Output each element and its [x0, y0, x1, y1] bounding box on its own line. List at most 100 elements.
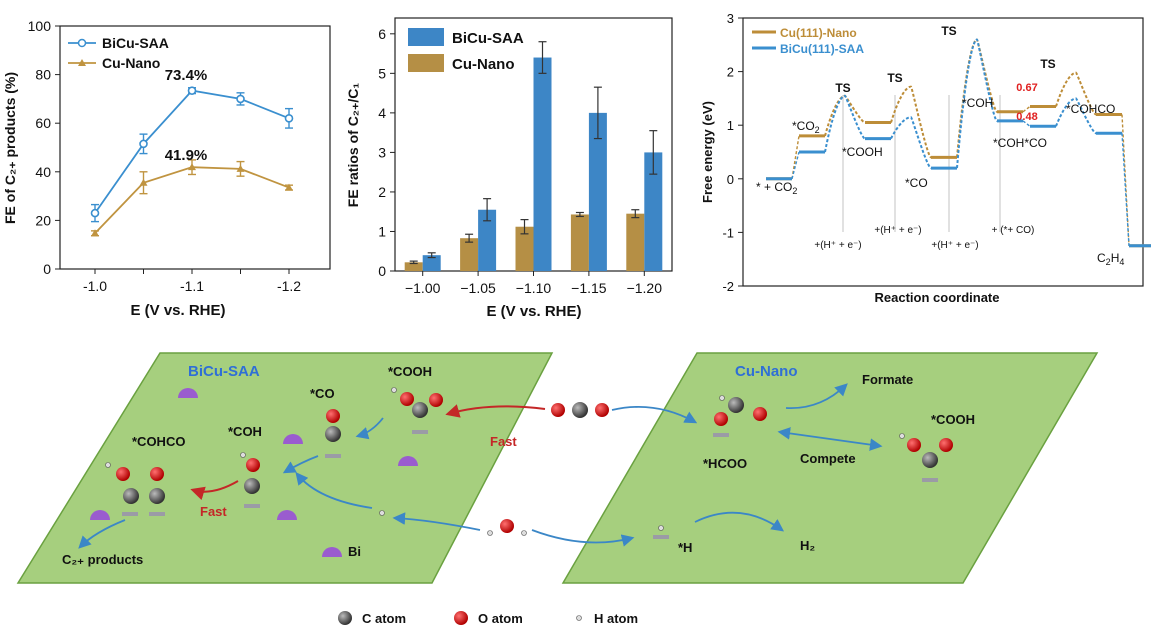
- species-label: *COOH: [842, 145, 883, 159]
- species-label: TS: [941, 24, 956, 38]
- carbon-label: C atom: [362, 611, 406, 626]
- hydrogen-swatch: [576, 615, 582, 621]
- arrow-h-to-coh: [295, 472, 373, 509]
- y-tick-label: 1: [378, 223, 386, 239]
- compete-label: Compete: [800, 451, 856, 466]
- x-tick-label: −1.20: [627, 280, 663, 296]
- y-axis: 0 1 2 3 4 5 6: [378, 26, 395, 279]
- y-tick-label: 40: [35, 164, 51, 180]
- species-label: *CO: [905, 176, 928, 190]
- y-tick-label: 4: [378, 105, 386, 121]
- species-label: C2H4: [1097, 251, 1124, 267]
- bi-label: Bi: [348, 544, 361, 559]
- bicu-title: BiCu-SAA: [188, 363, 260, 380]
- y-tick-label: 3: [727, 11, 734, 26]
- legend-label-cu: Cu-Nano: [102, 55, 160, 71]
- oxygen-label: O atom: [478, 611, 523, 626]
- co-label: *CO: [310, 386, 335, 401]
- cohco-label: *COHCO: [132, 434, 185, 449]
- co-adsorbate: [325, 409, 341, 458]
- y-tick-label: 1: [727, 118, 734, 133]
- bi-atoms: [90, 388, 418, 557]
- y-tick-label: 80: [35, 67, 51, 83]
- bars-group: [404, 41, 663, 271]
- series-group: [90, 86, 294, 237]
- legend-marker-bicu: [77, 38, 87, 48]
- bar: [626, 213, 645, 271]
- x-tick-label: −1.05: [460, 280, 496, 296]
- arrow-co2-right: [611, 405, 698, 424]
- data-point: [188, 163, 196, 171]
- cooh-label-left: *COOH: [388, 364, 432, 379]
- connector: [1121, 133, 1130, 246]
- annotation-max: 73.4%: [165, 67, 208, 84]
- x-tick-label: -1.0: [83, 278, 107, 294]
- plot-frame: [742, 17, 1144, 287]
- hcoo-label: *HCOO: [703, 456, 747, 471]
- arrow-to-products: [78, 519, 126, 549]
- connector: [1022, 120, 1031, 127]
- legend-label-cu: Cu-Nano: [452, 56, 515, 73]
- data-point: [236, 94, 245, 104]
- cohco-adsorbate: [105, 462, 165, 516]
- coh-adsorbate: [240, 452, 260, 508]
- atom-legend: C atom O atom H atom: [338, 611, 638, 626]
- data-point: [139, 139, 148, 149]
- bar: [588, 112, 607, 271]
- energy-profile: [766, 38, 1151, 248]
- mechanism-schematic: BiCu-SAA Cu-Nano Bi *COOH *CO: [16, 352, 1099, 626]
- bicu-surface: [16, 352, 554, 584]
- step-label: +(H⁺ + e⁻): [874, 225, 921, 236]
- carbon-swatch: [338, 611, 352, 625]
- cooh-label-right: *COOH: [931, 412, 975, 427]
- legend-marker-cu: [78, 59, 86, 66]
- cu-surface: [561, 352, 1099, 584]
- y-tick-label: 2: [378, 184, 386, 200]
- y-tick-label: 2: [727, 65, 734, 80]
- formate-label: Formate: [862, 372, 913, 387]
- y-axis-label: FE of C₂₊ products (%): [2, 72, 18, 224]
- h2o-molecule: [487, 519, 527, 536]
- hydrogen-label: H atom: [594, 611, 638, 626]
- fast-label-1: Fast: [490, 434, 517, 449]
- co2-molecule: [551, 402, 609, 418]
- data-point: [285, 183, 293, 191]
- bar: [533, 57, 552, 271]
- y-tick-label: 5: [378, 65, 386, 81]
- species-label: *COH: [962, 96, 993, 110]
- products-label: C₂₊ products: [62, 552, 143, 567]
- step-labels: +(H⁺ + e⁻) +(H⁺ + e⁻) +(H⁺ + e⁻) + (*+ C…: [814, 225, 1034, 251]
- y-tick-label: -2: [722, 279, 734, 294]
- barrier-value-cu: 0.67: [1016, 82, 1037, 94]
- x-axis-label: E (V vs. RHE): [486, 303, 581, 320]
- species-label: * + CO2: [756, 180, 797, 196]
- data-point: [187, 86, 197, 95]
- data-point: [139, 178, 148, 186]
- y-axis: 0 20 40 60 80 100: [28, 18, 60, 277]
- y-tick-label: 6: [378, 26, 386, 42]
- legend-swatch-bicu: [408, 28, 444, 46]
- species-label: *COH*CO: [993, 136, 1047, 150]
- fe-line-chart: 0 20 40 60 80 100 -1.0 -1.1 -1.2 FE of C₂₊ prod…: [2, 18, 331, 319]
- series-line: [94, 166, 290, 234]
- bar: [422, 255, 441, 271]
- data-point: [91, 229, 99, 237]
- y-tick-label: 20: [35, 212, 51, 228]
- x-tick-label: −1.15: [571, 280, 607, 296]
- y-axis: -2 -1 0 1 2 3: [722, 11, 743, 294]
- ts-curve: [890, 85, 932, 159]
- y-tick-label: -1: [722, 225, 734, 240]
- cooh-adsorbate-right: [899, 433, 953, 482]
- legend-label-bicu: BiCu(111)-SAA: [780, 42, 864, 56]
- arrow-co-to-coh: [282, 455, 319, 474]
- y-axis-label: FE ratios of C₂₊/C₁: [345, 83, 361, 208]
- arrow-h2o-right: [531, 529, 635, 547]
- y-tick-label: 3: [378, 144, 386, 160]
- y-tick-label: 100: [28, 18, 52, 34]
- bar: [478, 209, 497, 271]
- h-adsorbate-right: [653, 525, 669, 539]
- step-label: + (*+ CO): [992, 225, 1035, 236]
- free-energy-diagram: -2 -1 0 1 2 3 Free energy (eV) Reaction coord…: [700, 11, 1151, 305]
- species-label: TS: [1040, 57, 1055, 71]
